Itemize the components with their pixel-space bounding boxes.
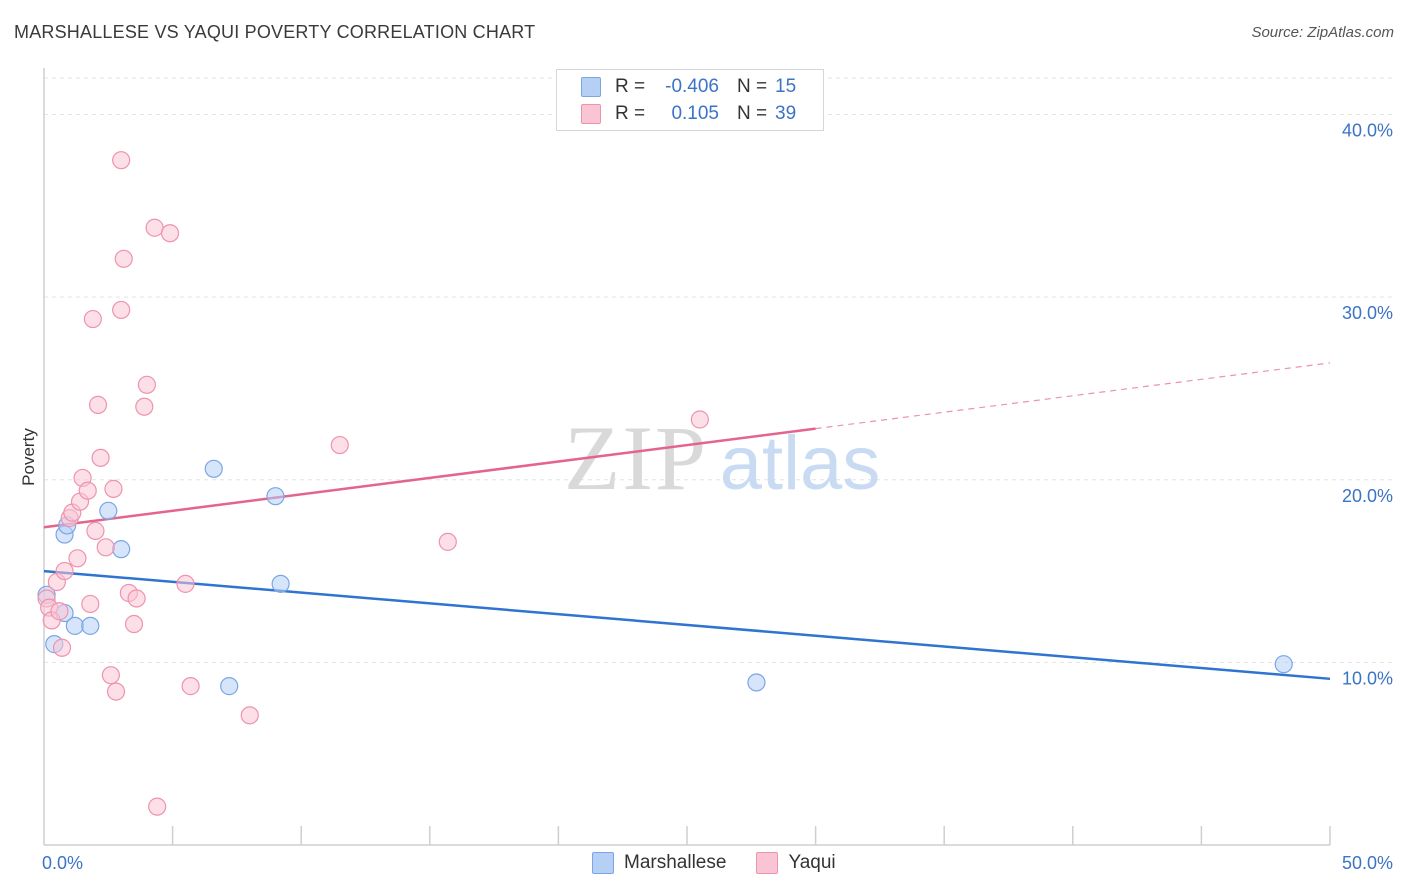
yaqui-point xyxy=(86,521,105,540)
r-label: R = xyxy=(615,103,646,124)
yaqui-point xyxy=(137,375,156,394)
trend-layer xyxy=(43,362,1331,681)
yaqui-trend-extension xyxy=(815,362,1331,430)
marshallese-point xyxy=(220,677,239,696)
marshallese-legend-swatch xyxy=(592,852,614,874)
yaqui-point xyxy=(181,677,200,696)
source-label: Source: ZipAtlas.com xyxy=(1251,24,1394,41)
marshallese-trend-line xyxy=(43,569,1331,681)
marshallese-point xyxy=(112,540,131,559)
marshallese-r-value: -0.406 xyxy=(665,76,719,97)
marshallese-point xyxy=(204,459,223,478)
yaqui-point xyxy=(96,538,115,557)
n-label: N = xyxy=(737,76,768,97)
yaqui-point xyxy=(112,300,131,320)
yaqui-point xyxy=(124,614,144,634)
yaqui-point xyxy=(106,682,126,701)
yaqui-point xyxy=(330,435,349,455)
y-axis-label: Poverty xyxy=(19,428,38,486)
yaqui-point xyxy=(127,589,146,608)
yaqui-point xyxy=(52,638,72,657)
yaqui-point xyxy=(81,594,100,614)
marshallese-swatch xyxy=(581,77,601,97)
x-tick-label-min: 0.0% xyxy=(42,853,83,873)
marshallese-point xyxy=(266,487,285,506)
y-tick-label: 10.0% xyxy=(1342,668,1393,688)
yaqui-r-value: 0.105 xyxy=(671,103,719,124)
legend-row-yaqui: R = 0.105 N = 39 xyxy=(581,101,796,127)
marshallese-point xyxy=(65,616,84,635)
yaqui-point xyxy=(176,574,195,593)
y-tick-label: 40.0% xyxy=(1342,121,1393,141)
grid-layer xyxy=(44,77,1392,663)
watermark-atlas: atlas xyxy=(720,421,881,506)
axis-layer: 10.0% 20.0% 30.0% 40.0% 0.0% 50.0% xyxy=(42,68,1393,873)
n-label: N = xyxy=(737,103,768,124)
yaqui-point xyxy=(50,602,69,621)
yaqui-point xyxy=(91,448,110,467)
yaqui-point xyxy=(160,224,180,243)
marshallese-legend-label: Marshallese xyxy=(624,852,727,873)
y-tick-label: 20.0% xyxy=(1342,486,1393,506)
yaqui-point xyxy=(114,249,133,268)
yaqui-legend-label: Yaqui xyxy=(788,852,836,873)
point-layer xyxy=(37,151,1293,816)
yaqui-point xyxy=(135,397,154,416)
yaqui-point xyxy=(240,706,259,725)
marshallese-point xyxy=(81,616,100,635)
yaqui-point xyxy=(148,797,167,816)
yaqui-point xyxy=(78,481,97,500)
yaqui-point xyxy=(83,309,102,329)
marshallese-point xyxy=(271,574,290,593)
yaqui-point xyxy=(145,218,164,237)
series-legend: Marshallese Yaqui xyxy=(592,852,866,874)
yaqui-point xyxy=(101,666,120,685)
yaqui-trend-line xyxy=(43,427,816,529)
marshallese-point xyxy=(747,673,766,692)
yaqui-point xyxy=(104,479,123,498)
legend-item-yaqui[interactable]: Yaqui xyxy=(756,852,836,874)
legend-item-marshallese[interactable]: Marshallese xyxy=(592,852,726,874)
legend-row-marshallese: R = -0.406 N = 15 xyxy=(581,74,796,100)
yaqui-point xyxy=(88,395,108,414)
yaqui-point xyxy=(438,532,457,551)
x-tick-label-max: 50.0% xyxy=(1342,853,1393,873)
yaqui-point xyxy=(690,410,709,429)
watermark: ZIP atlas xyxy=(564,407,880,509)
yaqui-point xyxy=(55,561,74,581)
yaqui-point xyxy=(112,151,131,170)
yaqui-legend-swatch xyxy=(756,852,779,874)
yaqui-n-value: 39 xyxy=(775,103,797,124)
r-label: R = xyxy=(615,76,646,97)
chart-title: MARSHALLESE VS YAQUI POVERTY CORRELATION… xyxy=(14,22,536,42)
y-tick-label: 30.0% xyxy=(1342,303,1393,323)
yaqui-point xyxy=(68,549,87,568)
correlation-legend: R = -0.406 N = 15 R = 0.105 N = 39 xyxy=(556,69,824,131)
yaqui-swatch xyxy=(581,104,601,124)
marshallese-point xyxy=(99,501,118,520)
marshallese-point xyxy=(1274,655,1293,674)
marshallese-n-value: 15 xyxy=(775,76,797,97)
